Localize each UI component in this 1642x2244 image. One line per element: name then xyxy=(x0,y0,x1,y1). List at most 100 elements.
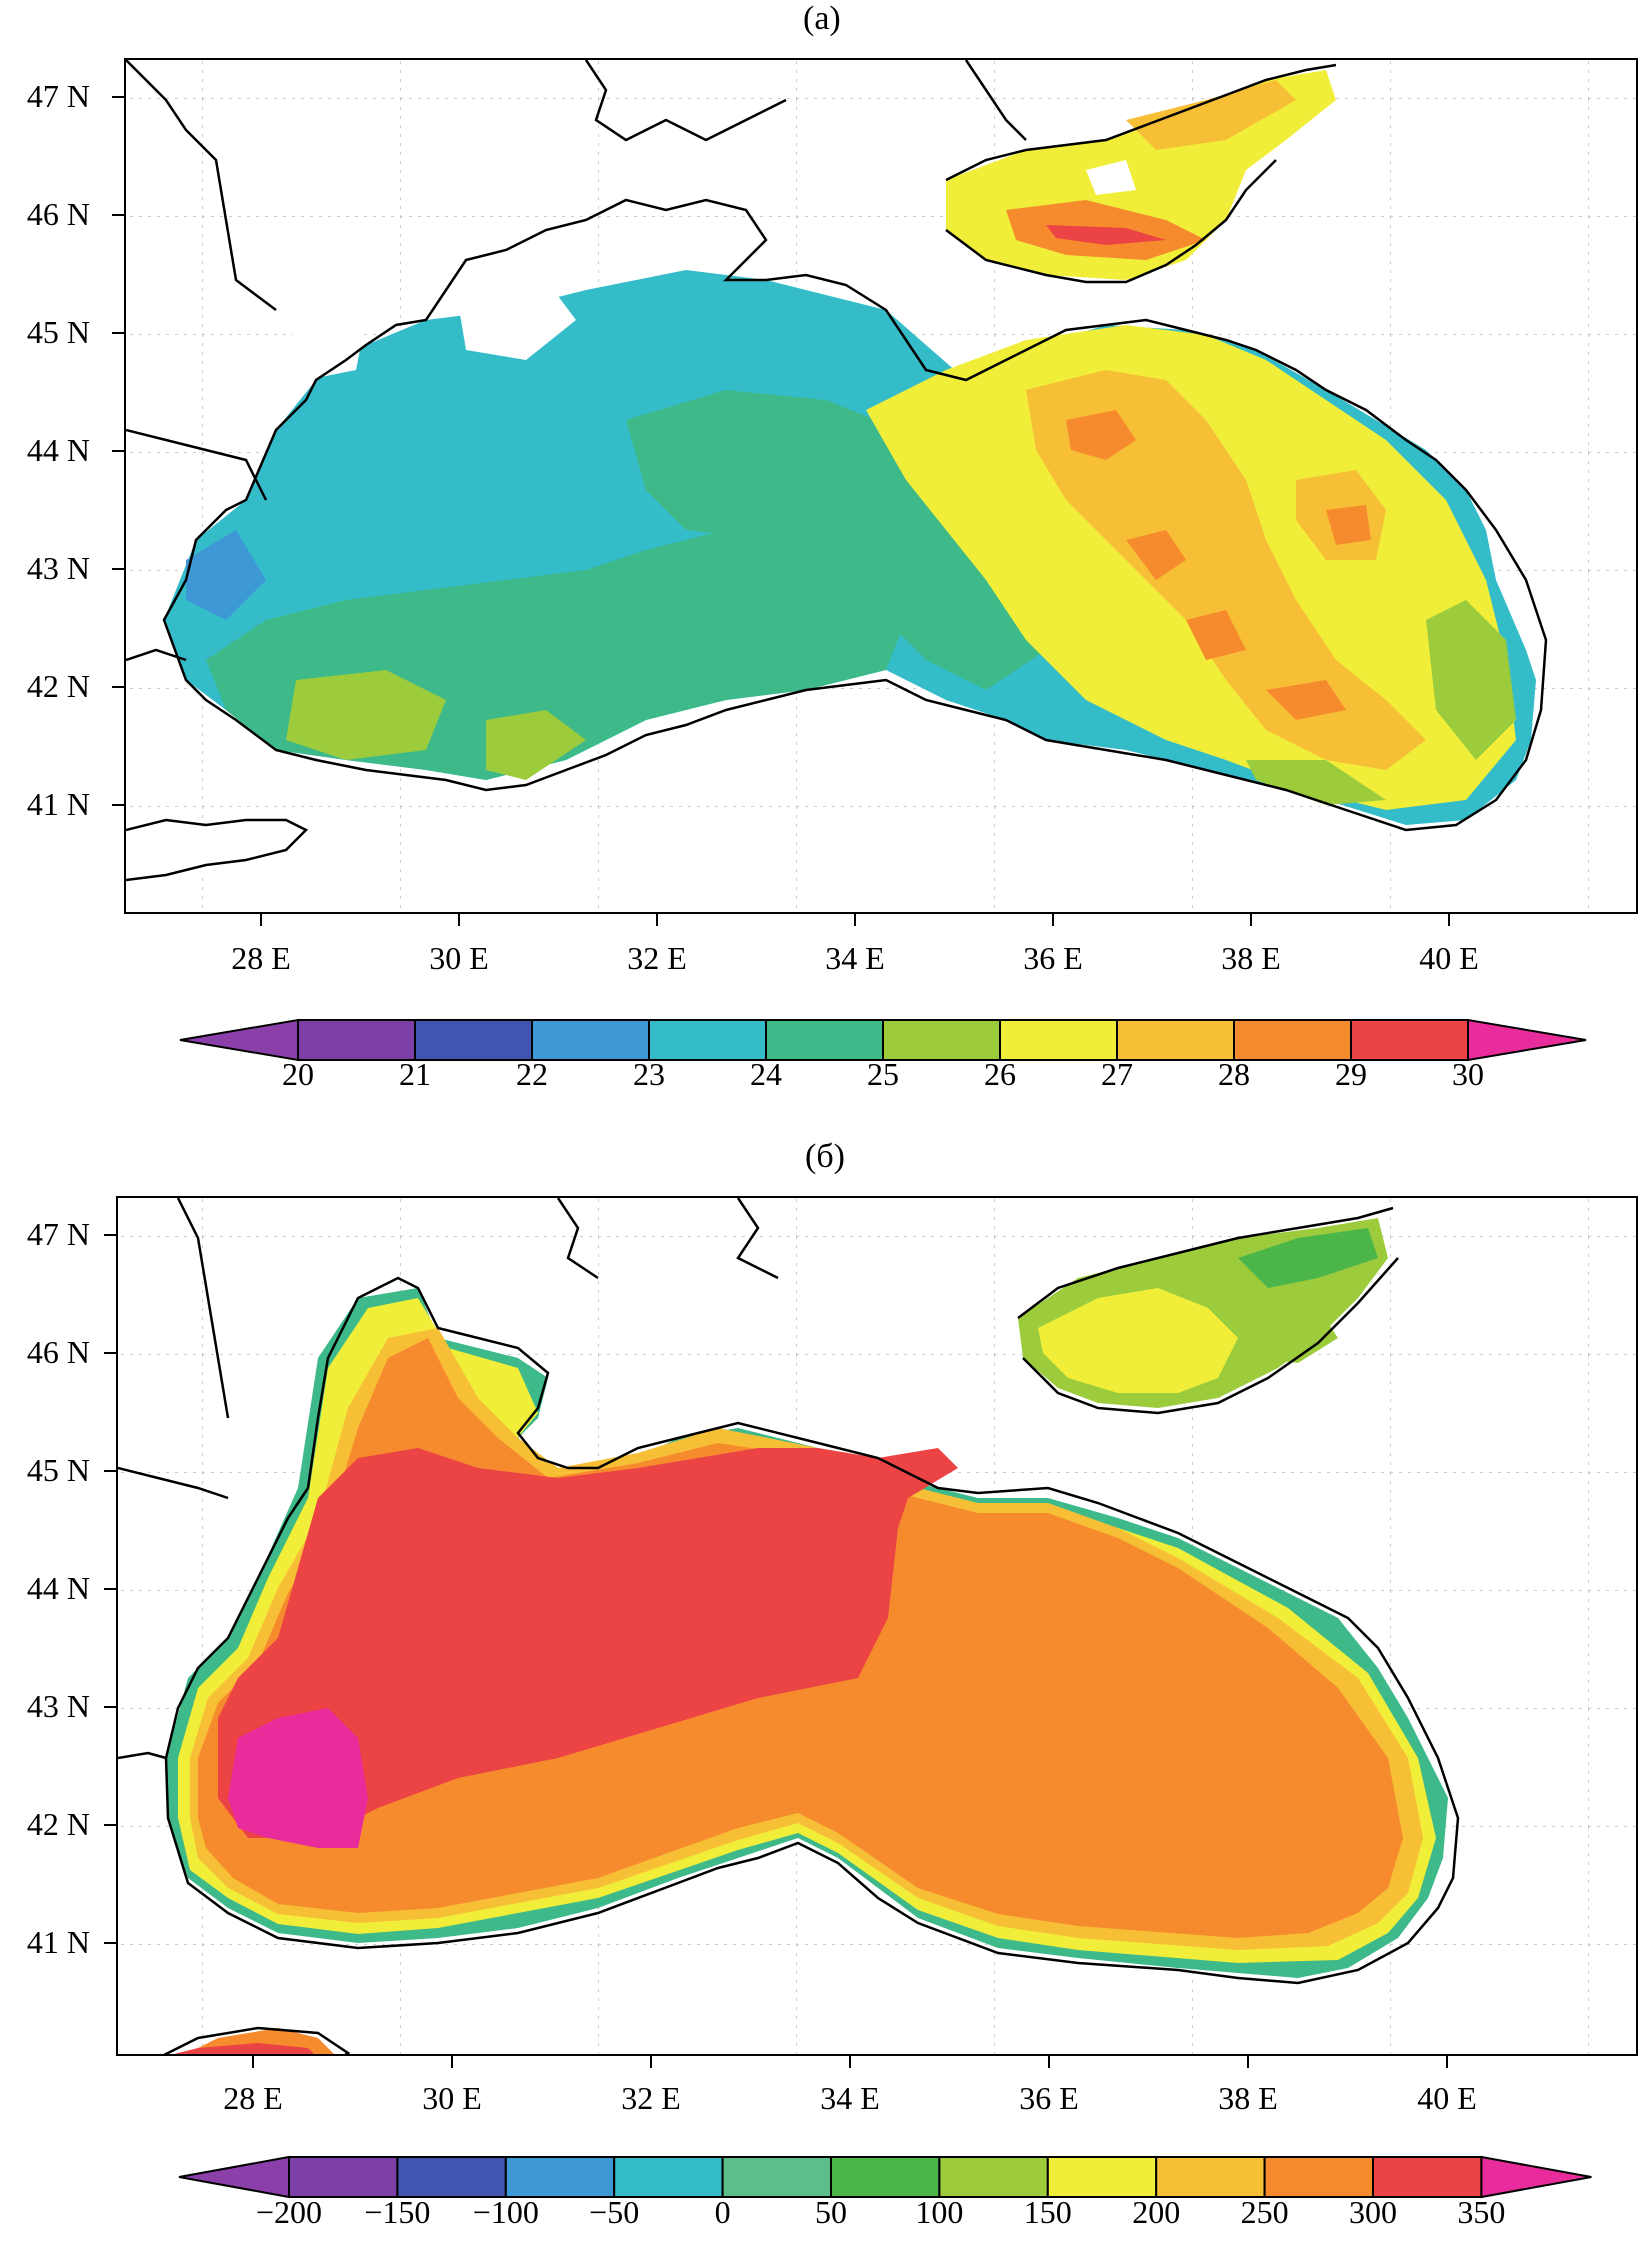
colorbar-tick-label: 25 xyxy=(867,1056,899,1092)
sea-surface-temperature-map xyxy=(126,60,1636,912)
colorbar-segment xyxy=(721,2156,832,2198)
colorbar-segment xyxy=(396,2156,507,2198)
colorbar-tick-label: 24 xyxy=(750,1056,782,1092)
colorbar-segment xyxy=(1155,2156,1266,2198)
colorbar-over-triangle xyxy=(1480,2155,1592,2199)
lat-label: 41 N xyxy=(26,1924,90,1960)
lon-tick xyxy=(1446,2056,1448,2068)
lon-label: 30 E xyxy=(429,940,489,976)
lat-label: 47 N xyxy=(26,78,90,114)
lon-label: 40 E xyxy=(1417,2080,1477,2116)
colorbar-under-triangle xyxy=(178,2155,290,2199)
colorbar-segment xyxy=(1263,2156,1374,2198)
colorbar-tick-label: 21 xyxy=(399,1056,431,1092)
lat-tick xyxy=(112,332,124,334)
lat-label: 42 N xyxy=(26,1806,90,1842)
lat-tick xyxy=(104,1588,116,1590)
lat-label: 45 N xyxy=(26,1452,90,1488)
colorbar-segment xyxy=(531,1019,650,1061)
colorbar-tick-label: −50 xyxy=(589,2194,640,2230)
lat-tick xyxy=(112,214,124,216)
sst-field xyxy=(126,70,1536,880)
colorbar-over-triangle xyxy=(1467,1018,1587,1062)
lon-tick xyxy=(1247,2056,1249,2068)
lon-label: 36 E xyxy=(1023,940,1083,976)
lon-tick xyxy=(656,914,658,926)
colorbar-tick-label: 50 xyxy=(815,2194,847,2230)
lon-tick xyxy=(1048,2056,1050,2068)
lon-label: 32 E xyxy=(627,940,687,976)
colorbar-segment xyxy=(999,1019,1118,1061)
colorbar-segment xyxy=(1350,1019,1469,1061)
colorbar-segment xyxy=(830,2156,941,2198)
lat-tick xyxy=(104,1942,116,1944)
lat-tick xyxy=(112,96,124,98)
colorbar-segment xyxy=(414,1019,533,1061)
colorbar-segment xyxy=(1046,2156,1158,2198)
colorbar-tick-label: −150 xyxy=(364,2194,431,2230)
lon-tick xyxy=(1052,914,1054,926)
lat-tick xyxy=(104,1824,116,1826)
lat-label: 41 N xyxy=(26,786,90,822)
lon-tick xyxy=(252,2056,254,2068)
colorbar-segment xyxy=(288,2156,399,2198)
colorbar-tick-label: −200 xyxy=(255,2194,323,2230)
lon-tick xyxy=(854,914,856,926)
colorbar-tick-label: 150 xyxy=(1023,2194,1072,2230)
colorbar-segment xyxy=(1233,1019,1352,1061)
lat-label: 43 N xyxy=(26,550,90,586)
colorbar-tick-label: 28 xyxy=(1218,1056,1250,1092)
lon-label: 28 E xyxy=(231,940,291,976)
colorbar-tick-label: 200 xyxy=(1132,2194,1181,2230)
lon-tick xyxy=(451,2056,453,2068)
lon-label: 34 E xyxy=(820,2080,880,2116)
heat-flux-field xyxy=(166,1218,1448,2054)
lon-label: 30 E xyxy=(422,2080,482,2116)
lat-label: 45 N xyxy=(26,314,90,350)
colorbar-tick-label: 26 xyxy=(984,1056,1016,1092)
colorbar-under-triangle xyxy=(179,1018,299,1062)
lon-tick xyxy=(1448,914,1450,926)
colorbar-tick-label: 350 xyxy=(1457,2194,1506,2230)
colorbar-segment xyxy=(1372,2156,1483,2198)
lon-label: 40 E xyxy=(1419,940,1479,976)
lon-tick xyxy=(849,2056,851,2068)
lon-tick xyxy=(458,914,460,926)
lat-tick xyxy=(112,686,124,688)
colorbar-segment xyxy=(648,1019,767,1061)
lat-label: 46 N xyxy=(26,196,90,232)
colorbar-segment xyxy=(297,1019,416,1061)
panel-b-title: (б) xyxy=(805,1138,845,1175)
lat-label: 42 N xyxy=(26,668,90,704)
colorbar-tick-label: 250 xyxy=(1240,2194,1289,2230)
lat-tick xyxy=(104,1234,116,1236)
lon-tick xyxy=(650,2056,652,2068)
lon-label: 36 E xyxy=(1019,2080,1079,2116)
lat-label: 43 N xyxy=(26,1688,90,1724)
colorbar-tick-label: 23 xyxy=(633,1056,665,1092)
lat-tick xyxy=(104,1706,116,1708)
map-frame-b xyxy=(116,1196,1638,2056)
colorbar-segment xyxy=(504,2156,616,2198)
colorbar-tick-label: 22 xyxy=(516,1056,548,1092)
lon-label: 28 E xyxy=(223,2080,283,2116)
colorbar-tick-label: 0 xyxy=(714,2194,731,2230)
lat-label: 46 N xyxy=(26,1334,90,1370)
lat-tick xyxy=(104,1352,116,1354)
map-frame-a xyxy=(124,58,1638,914)
colorbar-tick-label: 20 xyxy=(282,1056,314,1092)
colorbar-segment xyxy=(938,2156,1049,2198)
lat-tick xyxy=(112,568,124,570)
colorbar-segment xyxy=(882,1019,1001,1061)
colorbar-segment xyxy=(613,2156,724,2198)
colorbar-tick-label: 27 xyxy=(1101,1056,1133,1092)
lon-tick xyxy=(1250,914,1252,926)
heat-flux-map xyxy=(118,1198,1636,2054)
lon-label: 32 E xyxy=(621,2080,681,2116)
colorbar-segment xyxy=(765,1019,884,1061)
colorbar-tick-label: 30 xyxy=(1452,1056,1484,1092)
lat-tick xyxy=(112,450,124,452)
lat-tick xyxy=(104,1470,116,1472)
lat-label: 47 N xyxy=(26,1216,90,1252)
colorbar-tick-label: 29 xyxy=(1335,1056,1367,1092)
